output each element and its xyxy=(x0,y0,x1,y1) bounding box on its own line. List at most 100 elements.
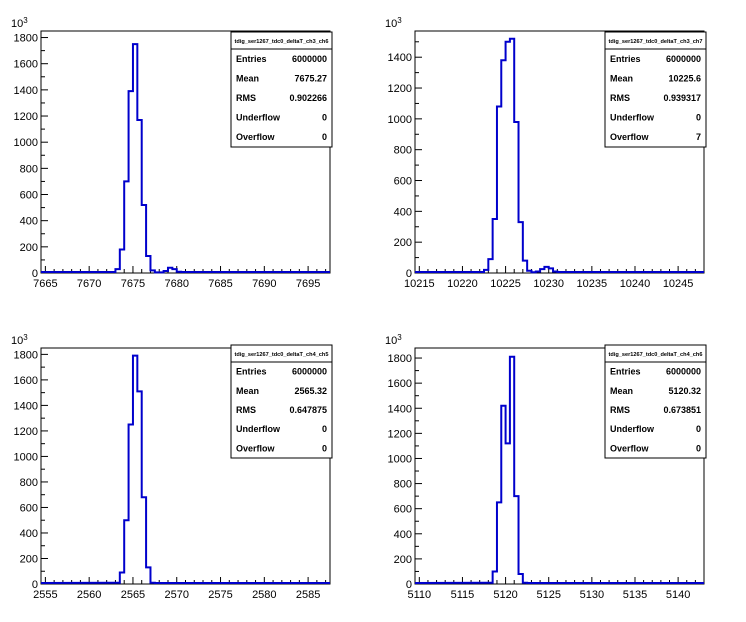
y-tick-label: 800 xyxy=(394,479,412,491)
stats-value: 2565.32 xyxy=(294,386,327,396)
stats-box-title: tdig_ser1267_tdc0_deltaT_ch4_ch6 xyxy=(609,352,703,358)
x-tick-label: 2560 xyxy=(77,589,101,601)
x-tick-label: 5130 xyxy=(580,589,604,601)
histogram-line xyxy=(414,355,704,584)
stats-value: 7675.27 xyxy=(294,73,327,83)
y-tick-label: 1400 xyxy=(388,52,412,64)
stats-label: Entries xyxy=(610,367,641,377)
stats-label: Underflow xyxy=(236,113,281,123)
x-tick-label: 2585 xyxy=(296,589,320,601)
x-tick-label: 10240 xyxy=(620,278,651,290)
y-tick-label: 1800 xyxy=(388,353,412,365)
stats-box: tdig_ser1267_tdc0_deltaT_ch4_ch6 Entries 6… xyxy=(604,344,707,459)
stats-label: RMS xyxy=(610,405,630,415)
y-tick-label: 1000 xyxy=(14,137,38,149)
y-tick-label: 1000 xyxy=(388,453,412,465)
x-tick-label: 7675 xyxy=(121,278,145,290)
x-tick-label: 10245 xyxy=(663,278,694,290)
stats-label: Mean xyxy=(236,73,259,83)
stats-value: 0 xyxy=(322,443,327,453)
y-tick-label: 800 xyxy=(20,163,38,175)
y-tick-label: 1200 xyxy=(388,428,412,440)
stats-value: 0 xyxy=(322,424,327,434)
stats-label: Overflow xyxy=(610,443,650,453)
y-axis-exponent: 103 xyxy=(385,333,402,347)
stats-value: 5120.32 xyxy=(668,386,701,396)
histogram-line xyxy=(41,43,330,274)
x-tick-label: 5135 xyxy=(623,589,647,601)
stats-label: RMS xyxy=(236,405,256,415)
stats-box: tdig_ser1267_tdc0_deltaT_ch3_ch6 Entries 6… xyxy=(230,31,333,148)
stats-label: Mean xyxy=(610,386,633,396)
y-axis-exponent: 103 xyxy=(385,16,402,30)
y-tick-label: 0 xyxy=(32,579,38,591)
y-tick-label: 0 xyxy=(32,268,38,280)
y-tick-label: 400 xyxy=(394,206,412,218)
stats-box-frame xyxy=(230,344,333,459)
histogram-panel-1: 0 200 400 600 800 1000 1200 1400 1600 1800 7665 767… xyxy=(11,16,333,290)
y-tick-label: 1200 xyxy=(14,111,38,123)
stats-label: RMS xyxy=(610,93,630,103)
stats-value: 0 xyxy=(322,132,327,142)
x-tick-label: 7685 xyxy=(208,278,232,290)
stats-label: Mean xyxy=(610,73,633,83)
stats-value: 6000000 xyxy=(666,367,701,377)
x-tick-label: 5140 xyxy=(666,589,690,601)
stats-box-frame xyxy=(604,31,707,148)
y-tick-label: 600 xyxy=(394,176,412,188)
stats-label: Underflow xyxy=(236,424,281,434)
stats-value: 6000000 xyxy=(292,54,327,64)
y-tick-label: 0 xyxy=(406,268,412,280)
x-tick-label: 2570 xyxy=(165,589,189,601)
x-tick-label: 10215 xyxy=(404,278,435,290)
stats-label: Overflow xyxy=(236,443,276,453)
x-tick-label: 2580 xyxy=(252,589,276,601)
x-tick-label: 2555 xyxy=(33,589,57,601)
histogram-bin xyxy=(506,42,510,273)
y-tick-label: 1800 xyxy=(14,33,38,45)
stats-box-frame xyxy=(230,31,333,148)
stats-label: Mean xyxy=(236,386,259,396)
stats-value: 0.902266 xyxy=(289,93,327,103)
stats-value: 0 xyxy=(696,424,701,434)
y-tick-label: 200 xyxy=(20,242,38,254)
stats-value: 6000000 xyxy=(292,367,327,377)
stats-value: 0.647875 xyxy=(289,405,327,415)
y-tick-label: 0 xyxy=(406,579,412,591)
stats-box: tdig_ser1267_tdc0_deltaT_ch3_ch7 Entries 6… xyxy=(604,31,707,148)
stats-value: 0 xyxy=(322,113,327,123)
x-tick-label: 10220 xyxy=(447,278,478,290)
x-tick-label: 2565 xyxy=(121,589,145,601)
stats-value: 6000000 xyxy=(666,54,701,64)
y-tick-label: 1600 xyxy=(14,59,38,71)
x-tick-label: 5120 xyxy=(493,589,517,601)
x-tick-label: 5125 xyxy=(536,589,560,601)
y-tick-label: 600 xyxy=(20,502,38,514)
y-axis-exponent: 103 xyxy=(11,16,28,30)
y-tick-label: 1600 xyxy=(14,375,38,387)
stats-box-frame xyxy=(604,344,707,459)
y-tick-label: 200 xyxy=(394,554,412,566)
y-axis-exponent: 103 xyxy=(11,333,28,347)
x-tick-label: 10235 xyxy=(577,278,608,290)
y-tick-label: 400 xyxy=(394,529,412,541)
histogram-panel-4: 0 200 400 600 800 1000 1200 1400 1600 1800 5110 511… xyxy=(385,333,707,601)
y-tick-label: 1000 xyxy=(388,114,412,126)
stats-box-title: tdig_ser1267_tdc0_deltaT_ch3_ch6 xyxy=(235,39,329,45)
stats-value: 0 xyxy=(696,443,701,453)
stats-value: 0.673851 xyxy=(663,405,701,415)
y-tick-label: 600 xyxy=(20,190,38,202)
stats-label: Entries xyxy=(236,54,267,64)
stats-label: RMS xyxy=(236,93,256,103)
y-tick-label: 200 xyxy=(20,553,38,565)
y-tick-label: 1000 xyxy=(14,451,38,463)
x-tick-label: 7665 xyxy=(33,278,57,290)
x-tick-label: 10225 xyxy=(490,278,521,290)
y-tick-label: 1200 xyxy=(388,83,412,95)
y-tick-label: 800 xyxy=(394,145,412,157)
y-tick-label: 1400 xyxy=(14,85,38,97)
y-tick-label: 200 xyxy=(394,237,412,249)
stats-label: Entries xyxy=(610,54,641,64)
x-tick-label: 5110 xyxy=(407,589,431,601)
